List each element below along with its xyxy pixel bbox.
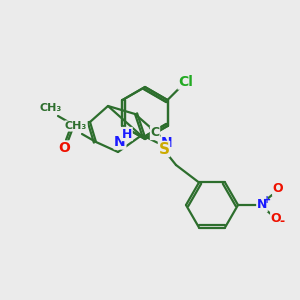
- Text: CH₃: CH₃: [40, 103, 62, 113]
- Text: C: C: [150, 127, 160, 140]
- Text: CH₃: CH₃: [65, 121, 87, 131]
- Text: O: O: [271, 212, 281, 226]
- Text: H: H: [122, 128, 132, 140]
- Text: +: +: [263, 195, 271, 205]
- Text: N: N: [161, 136, 173, 150]
- Text: -: -: [279, 215, 285, 229]
- Text: S: S: [158, 142, 169, 157]
- Text: Cl: Cl: [178, 75, 193, 89]
- Text: N: N: [114, 135, 126, 149]
- Text: O: O: [273, 182, 283, 196]
- Text: N: N: [257, 199, 267, 212]
- Text: O: O: [58, 141, 70, 155]
